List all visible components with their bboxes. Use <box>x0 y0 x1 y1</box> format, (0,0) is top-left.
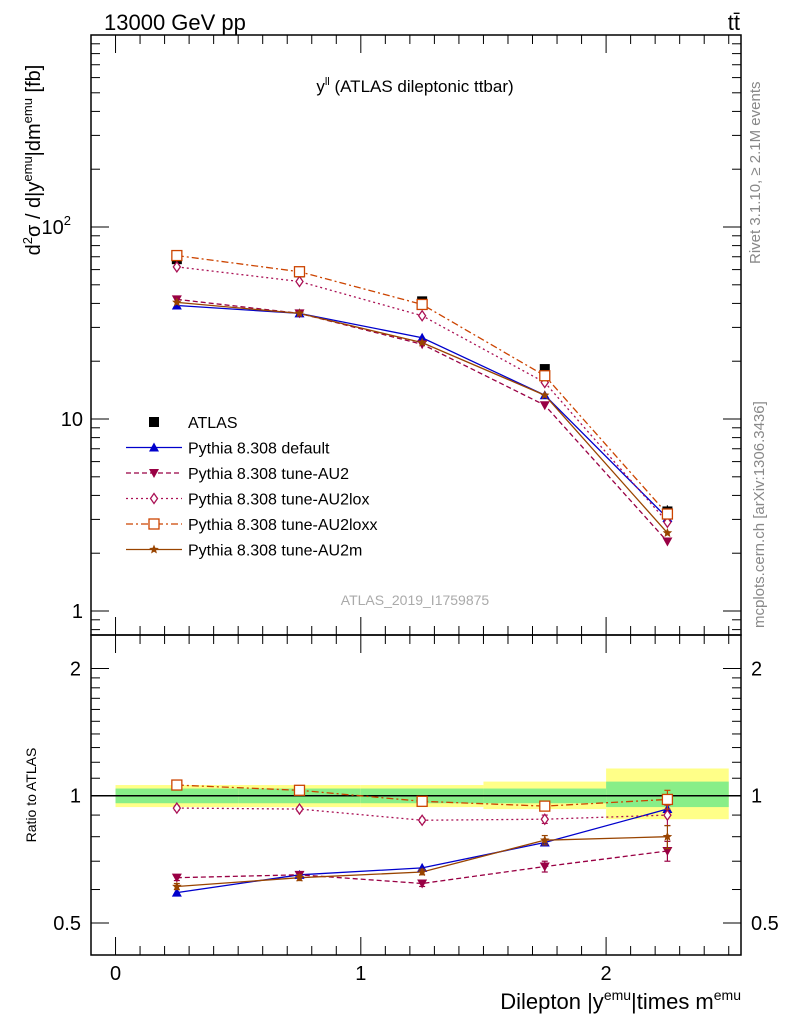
ratio-uncertainty-bands <box>91 768 741 820</box>
ratio-point-pythia-8-308-tune-au2lox <box>172 801 182 815</box>
ratio-point-pythia-8-308-tune-au2m <box>417 867 427 877</box>
legend-label: Pythia 8.308 tune-AU2m <box>188 543 362 560</box>
ratio-point-pythia-8-308-tune-au2lox <box>663 808 672 822</box>
point-pythia-8-308-tune-au2lox <box>295 275 304 288</box>
point-pythia-8-308-tune-au2loxx <box>171 249 183 262</box>
point-pythia-8-308-tune-au2m <box>294 308 305 318</box>
ratio-y-tick-label: 0.5 <box>751 913 779 935</box>
ratio-axis-ticks: 0.5 0.5 1 1 2 2 0 1 2 <box>53 635 779 985</box>
plot-title: yll (ATLAS dileptonic ttbar) <box>316 76 513 96</box>
point-pythia-8-308-default <box>417 332 428 342</box>
x-axis-label: Dilepton |yemu|times memu <box>500 987 741 1014</box>
legend-label: Pythia 8.308 tune-AU2loxx <box>188 517 377 534</box>
ratio-point-pythia-8-308-tune-au2 <box>539 862 550 872</box>
main-axis-ticks: 1 10 102 <box>42 34 741 635</box>
y-tick-label: 10 <box>61 409 83 431</box>
ratio-point-pythia-8-308-tune-au2m <box>172 881 182 891</box>
ratio-point-pythia-8-308-tune-au2loxx <box>539 800 551 812</box>
point-pythia-8-308-tune-au2lox <box>172 260 182 273</box>
analysis-watermark: ATLAS_2019_I1759875 <box>341 592 490 608</box>
legend-marker-pythia-8-308-tune-au2loxx <box>148 518 160 530</box>
ratio-point-pythia-8-308-default <box>171 887 182 897</box>
point-pythia-8-308-tune-au2m <box>540 390 550 400</box>
point-pythia-8-308-default <box>171 300 182 310</box>
legend-marker-pythia-8-308-tune-au2m <box>149 544 159 554</box>
legend-label: Pythia 8.308 default <box>188 441 330 458</box>
point-pythia-8-308-tune-au2 <box>539 401 550 411</box>
ratio-line-pythia-8-308-tune-au2m <box>176 836 668 888</box>
ratio-point-pythia-8-308-tune-au2loxx <box>661 793 674 806</box>
rivet-label: Rivet 3.1.10, ≥ 2.1M events <box>747 82 764 265</box>
ratio-panel: 0.5 0.5 1 1 2 2 0 1 2 Ratio to ATLAS Dilepton |y… <box>23 634 779 1014</box>
ratio-point-pythia-8-308-tune-au2loxx <box>416 795 428 807</box>
ratio-point-pythia-8-308-tune-au2m <box>294 872 305 882</box>
legend-label: Pythia 8.308 tune-AU2lox <box>188 492 369 509</box>
point-pythia-8-308-tune-au2m <box>662 528 673 537</box>
ratio-point-pythia-8-308-tune-au2m <box>540 835 550 845</box>
x-tick-label: 0 <box>110 963 121 985</box>
ratio-point-pythia-8-308-tune-au2 <box>662 847 673 857</box>
svg-text:Dilepton |yemu|times memu: Dilepton |yemu|times memu <box>500 987 741 1014</box>
ratio-y-tick-label: 0.5 <box>53 913 81 935</box>
collision-label: 13000 GeV pp <box>104 10 246 35</box>
main-panel: 1 10 102 yll (ATLAS dileptonic ttbar) ATLA… <box>20 34 742 636</box>
svg-text:d2σ / d|yemu|dmemu [fb]: d2σ / d|yemu|dmemu [fb] <box>20 65 45 256</box>
ratio-y-tick-label: 1 <box>70 786 81 808</box>
x-tick-label: 2 <box>601 963 612 985</box>
ratio-series-markers <box>171 779 674 897</box>
ratio-point-pythia-8-308-tune-au2 <box>171 873 182 883</box>
main-series-markers <box>171 249 674 547</box>
legend-marker-pythia-8-308-tune-au2 <box>149 469 159 478</box>
ratio-frame <box>90 634 742 956</box>
ratio-y-axis-label: Ratio to ATLAS <box>23 748 39 843</box>
point-pythia-8-308-tune-au2m <box>172 297 182 307</box>
ratio-point-pythia-8-308-tune-au2lox <box>417 814 427 827</box>
process-label: tt̄ <box>728 10 740 35</box>
point-pythia-8-308-tune-au2lox <box>663 516 672 529</box>
ratio-point-pythia-8-308-tune-au2loxx <box>293 784 306 796</box>
point-atlas <box>539 364 550 375</box>
point-pythia-8-308-tune-au2m <box>417 337 427 347</box>
point-pythia-8-308-tune-au2loxx <box>293 266 306 278</box>
legend: ATLAS Pythia 8.308 default Pythia 8.308 tu… <box>126 415 377 560</box>
y-tick-label: 1 <box>72 601 83 623</box>
ratio-point-pythia-8-308-tune-au2 <box>417 879 428 889</box>
point-pythia-8-308-tune-au2loxx <box>416 298 428 311</box>
point-pythia-8-308-tune-au2loxx <box>661 508 674 520</box>
point-pythia-8-308-tune-au2 <box>662 537 673 547</box>
legend-marker-pythia-8-308-default <box>149 442 159 452</box>
point-pythia-8-308-tune-au2lox <box>417 309 427 322</box>
legend-marker-atlas <box>149 417 159 427</box>
ratio-point-pythia-8-308-tune-au2lox <box>295 802 304 816</box>
legend-label: Pythia 8.308 tune-AU2 <box>188 466 349 483</box>
ratio-y-tick-label: 1 <box>751 786 762 808</box>
x-tick-label: 1 <box>355 963 366 985</box>
ratio-y-tick-label: 2 <box>70 658 81 680</box>
ratio-point-pythia-8-308-tune-au2loxx <box>171 779 183 791</box>
point-pythia-8-308-tune-au2loxx <box>539 370 551 382</box>
legend-marker-pythia-8-308-tune-au2lox <box>149 492 159 505</box>
y-tick-label: 102 <box>42 213 71 239</box>
ratio-point-pythia-8-308-tune-au2m <box>662 831 673 841</box>
ratio-line-pythia-8-308-tune-au2 <box>176 850 668 885</box>
main-y-axis-label: d2σ / d|yemu|dmemu [fb] <box>20 65 45 256</box>
mcplots-label: mcplots.cern.ch [arXiv:1306.3436] <box>751 401 768 628</box>
ratio-point-pythia-8-308-tune-au2lox <box>540 813 550 826</box>
legend-label: ATLAS <box>188 415 238 432</box>
ratio-y-tick-label: 2 <box>751 658 762 680</box>
